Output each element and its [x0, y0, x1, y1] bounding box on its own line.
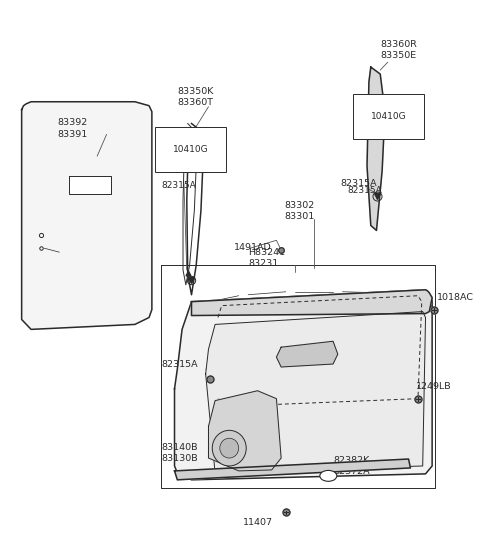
Text: 83140B
83130B: 83140B 83130B [161, 443, 198, 463]
Text: 82382K
82372A: 82382K 82372A [333, 456, 370, 476]
Polygon shape [367, 67, 385, 231]
Text: H83241
83231: H83241 83231 [248, 248, 285, 268]
Ellipse shape [320, 470, 337, 481]
Polygon shape [205, 312, 426, 473]
Text: 83350K
83360T: 83350K 83360T [177, 87, 214, 107]
Text: 83302
83301: 83302 83301 [284, 200, 314, 221]
Text: 83360R
83350E: 83360R 83350E [380, 40, 417, 60]
Text: 82315A: 82315A [347, 186, 382, 195]
Polygon shape [276, 341, 338, 367]
Text: 10410G: 10410G [371, 112, 407, 121]
Circle shape [212, 430, 246, 466]
Text: 1249LB: 1249LB [416, 382, 452, 392]
Polygon shape [22, 102, 152, 329]
Polygon shape [175, 290, 432, 480]
Text: 1491AD: 1491AD [234, 243, 272, 252]
Text: 11407: 11407 [242, 518, 273, 527]
Text: 82315A: 82315A [161, 181, 196, 191]
Polygon shape [69, 176, 111, 194]
Text: 1018AC: 1018AC [437, 293, 474, 302]
Text: 82315A: 82315A [161, 360, 198, 368]
Circle shape [220, 438, 239, 458]
Polygon shape [192, 290, 432, 315]
Text: 83392
83391: 83392 83391 [58, 118, 88, 139]
Polygon shape [175, 459, 410, 480]
Text: 10410G: 10410G [173, 145, 208, 154]
Polygon shape [208, 391, 281, 471]
Text: 82315A: 82315A [341, 179, 377, 188]
